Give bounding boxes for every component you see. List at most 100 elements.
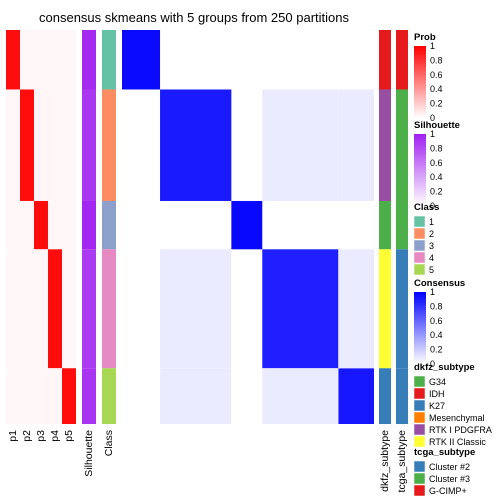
consensus-block-class-2: [160, 89, 232, 201]
consensus-block-class-1: [122, 30, 161, 90]
consensus-offdiag-2-5: [338, 89, 374, 201]
prob-legend-tick: 0.4: [430, 84, 443, 94]
dkfz-subtype-legend-label: G34: [429, 377, 446, 387]
silhouette-legend-tick: 0: [430, 201, 435, 211]
dkfz-subtype-legend-key: [413, 387, 426, 400]
consensus-legend-tick: 0.8: [430, 301, 443, 311]
column-label-dkfz-subtype: dkfz_subtype: [379, 430, 391, 492]
class-legend-key: [413, 239, 426, 252]
legends: Prob10.80.60.40.20Silhouette10.80.60.40.…: [413, 32, 492, 497]
tcga-subtype-bar-class-4: [396, 249, 408, 369]
prob-cell-p1-class-2: [6, 89, 20, 201]
dkfz-subtype-bar-class-3: [379, 200, 391, 250]
tcga-subtype-bar-class-3: [396, 200, 408, 250]
column-label-p5: p5: [63, 430, 75, 442]
prob-cell-p2-class-4: [20, 249, 34, 369]
class-legend-label: 2: [429, 229, 434, 239]
consensus-offdiag-4-2: [160, 249, 232, 369]
class-legend-title: Class: [414, 202, 439, 213]
silhouette-bar-class-1: [82, 30, 96, 90]
consensus-legend-tick: 0.4: [430, 330, 443, 340]
prob-legend-tick: 0.6: [430, 70, 443, 80]
dkfz-subtype-legend-key: [413, 411, 426, 424]
column-label-p2: p2: [21, 430, 33, 442]
prob-legend-tick: 1: [430, 41, 435, 51]
tcga-subtype-legend-key: [413, 484, 426, 497]
prob-cell-p5-class-2: [62, 89, 76, 201]
column-label-class: Class: [103, 430, 115, 456]
prob-cell-p2-class-5: [20, 368, 34, 424]
class-bar-class-4: [102, 249, 116, 369]
prob-cell-p5-class-3: [62, 200, 76, 250]
class-legend-key: [413, 263, 426, 276]
prob-cell-p3-class-4: [34, 249, 48, 369]
prob-cell-p4-class-5: [48, 368, 62, 424]
tcga-subtype-legend-label: Cluster #3: [429, 474, 470, 484]
prob-cell-p4-class-2: [48, 89, 62, 201]
dkfz-subtype-bar-class-1: [379, 30, 391, 90]
class-bar-class-2: [102, 89, 116, 201]
class-legend-key: [413, 227, 426, 240]
tcga-subtype-legend-label: Cluster #2: [429, 462, 470, 472]
dkfz-subtype-bar-class-4: [379, 249, 391, 369]
prob-cell-p5-class-5: [62, 368, 76, 424]
consensus-legend-tick: 0: [430, 359, 435, 369]
prob-legend-tick: 0.2: [430, 99, 443, 109]
prob-cell-p3-class-2: [34, 89, 48, 201]
silhouette-legend-tick: 0.6: [430, 158, 443, 168]
prob-cell-p4-class-4: [48, 249, 62, 369]
chart-title: consensus skmeans with 5 groups from 250…: [39, 10, 349, 25]
column-label-p4: p4: [49, 430, 61, 442]
tcga-subtype-legend-label: G-CIMP+: [429, 486, 467, 496]
prob-cell-p2-class-3: [20, 200, 34, 250]
silhouette-legend-tick: 0.8: [430, 143, 443, 153]
dkfz-subtype-legend-key: [413, 423, 426, 436]
consensus-legend-title: Consensus: [414, 278, 465, 289]
prob-legend-tick: 0.8: [430, 55, 443, 65]
silhouette-legend-tick: 1: [430, 129, 435, 139]
dkfz-subtype-legend-title: dkfz_subtype: [414, 362, 475, 373]
tcga-subtype-legend-title: tcga_subtype: [414, 447, 475, 458]
prob-cell-p1-class-3: [6, 200, 20, 250]
consensus-offdiag-5-4: [262, 368, 339, 424]
dkfz-subtype-legend-label: Mesenchymal: [429, 413, 485, 423]
column-label-tcga-subtype: tcga_subtype: [396, 430, 408, 493]
tcga-subtype-bar-class-1: [396, 30, 408, 90]
consensus-legend-tick: 0.2: [430, 345, 443, 355]
prob-cell-p2-class-2: [20, 89, 34, 201]
consensus-offdiag-2-4: [262, 89, 339, 201]
column-label-silhouette: Silhouette: [83, 430, 95, 477]
prob-legend-title: Prob: [414, 32, 436, 43]
silhouette-legend-tick: 0.2: [430, 187, 443, 197]
silhouette-bar-class-4: [82, 249, 96, 369]
heatmap-body: [6, 30, 408, 424]
silhouette-bar-class-2: [82, 89, 96, 201]
consensus-block-class-5: [338, 368, 374, 424]
silhouette-bar-class-3: [82, 200, 96, 250]
silhouette-legend-gradient: [414, 134, 426, 206]
dkfz-subtype-legend-label: K27: [429, 401, 445, 411]
dkfz-subtype-legend-label: IDH: [429, 389, 445, 399]
consensus-block-class-3: [231, 200, 263, 250]
silhouette-legend-tick: 0.4: [430, 172, 443, 182]
class-bar-class-3: [102, 200, 116, 250]
class-legend-label: 5: [429, 265, 434, 275]
consensus-block-class-4: [262, 249, 339, 369]
silhouette-bar-class-5: [82, 368, 96, 424]
class-bar-class-1: [102, 30, 116, 90]
dkfz-subtype-legend-key: [413, 375, 426, 388]
tcga-subtype-bar-class-5: [396, 368, 408, 424]
consensus-legend-gradient: [414, 292, 426, 364]
class-legend-label: 4: [429, 253, 434, 263]
class-bar-class-5: [102, 368, 116, 424]
class-legend-key: [413, 251, 426, 264]
class-legend-label: 1: [429, 217, 434, 227]
class-legend-label: 3: [429, 241, 434, 251]
consensus-legend-tick: 1: [430, 287, 435, 297]
dkfz-subtype-legend-label: RTK I PDGFRA: [429, 425, 492, 435]
consensus-offdiag-5-2: [160, 368, 232, 424]
prob-cell-p5-class-4: [62, 249, 76, 369]
prob-cell-p4-class-3: [48, 200, 62, 250]
prob-legend-tick: 0: [430, 113, 435, 123]
